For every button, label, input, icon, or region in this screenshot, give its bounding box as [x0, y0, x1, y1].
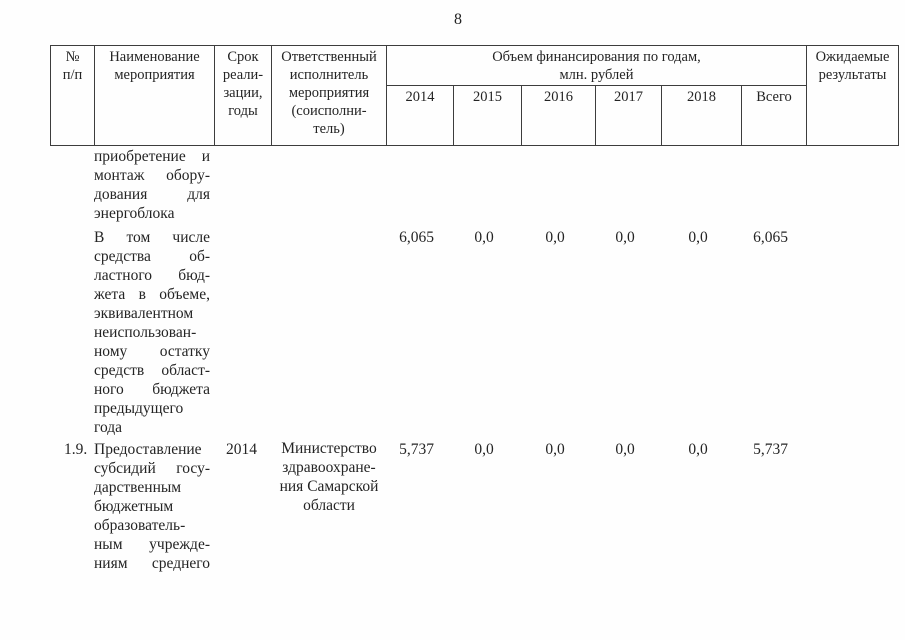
row-executor-line: здравоохране- — [282, 459, 376, 476]
value-cell-2017: 0,0 — [615, 229, 635, 246]
header-cell-name: Наименование мероприятия — [94, 46, 214, 145]
row-executor-line: Министерство — [281, 440, 377, 457]
row-name-line: ластного бюд- — [94, 267, 210, 284]
row-executor-line: ния Самарской — [279, 478, 379, 495]
row-name-line: эквивалентном — [94, 305, 194, 322]
row-name-line: ниям среднего — [94, 555, 210, 572]
table-row-continuation-name: приобретение и монтаж обору- дования для… — [94, 147, 210, 223]
row-name-line: энергоблока — [94, 205, 175, 222]
row-name-line: Предоставление — [94, 441, 202, 458]
value-cell-total: 6,065 — [753, 229, 788, 246]
row-executor-line: области — [303, 497, 355, 514]
row-name-line: жета в объеме, — [94, 286, 210, 303]
table-row-budget-name: В том числе средства об- ластного бюд- ж… — [94, 228, 210, 437]
header-financing-line: Объем финансирования по годам, — [492, 49, 701, 65]
header-results-line: результаты — [818, 67, 887, 83]
header-term-line: Срок — [227, 49, 259, 65]
header-cell-year-2014: 2014 — [386, 86, 453, 145]
value-cell-2015: 0,0 — [474, 441, 494, 458]
header-executor-line: (соисполни- — [291, 103, 367, 119]
row-executor: Министерство здравоохране- ния Самарской… — [270, 439, 388, 515]
header-cell-executor: Ответственный исполнитель мероприятия (с… — [271, 46, 386, 145]
header-cell-year-2017: 2017 — [595, 86, 661, 145]
value-cell-2018: 0,0 — [688, 441, 708, 458]
financing-table-header: № п/п Наименование мероприятия Срок реал… — [50, 45, 899, 146]
row-name-line: года — [94, 419, 123, 436]
header-cell-year-2016: 2016 — [521, 86, 595, 145]
table-row-1-9-values: 5,737 0,0 0,0 0,0 0,0 5,737 — [383, 440, 803, 459]
header-results-line: Ожидаемые — [815, 49, 890, 65]
row-name-line: ного бюджета — [94, 381, 210, 398]
row-name-line: образователь- — [94, 517, 186, 534]
header-cell-num: № п/п — [51, 46, 94, 145]
header-term-line: годы — [228, 103, 258, 119]
header-cell-year-2018: 2018 — [661, 86, 741, 145]
header-term-line: зации, — [223, 85, 263, 101]
header-name-line: Наименование — [109, 49, 200, 65]
header-executor-line: мероприятия — [288, 85, 370, 101]
row-name-line: предыдущего — [94, 400, 184, 417]
row-name-line: дарственным — [94, 479, 182, 496]
value-cell-2015: 0,0 — [474, 229, 494, 246]
row-name-line: ным учрежде- — [94, 536, 210, 553]
header-cell-year-2015: 2015 — [453, 86, 521, 145]
table-row-budget-values: 6,065 0,0 0,0 0,0 0,0 6,065 — [383, 228, 803, 247]
row-number: 1.9. — [64, 441, 88, 458]
row-name-line: монтаж обору- — [94, 167, 210, 184]
row-name-line: ному остатку — [94, 343, 210, 360]
value-cell-2014: 5,737 — [399, 441, 434, 458]
row-name-line: неиспользован- — [94, 324, 197, 341]
value-cell-2017: 0,0 — [615, 441, 635, 458]
row-name-line: дования для — [94, 186, 210, 203]
header-executor-line: Ответственный — [281, 49, 377, 65]
header-name-line: мероприятия — [114, 67, 195, 83]
page-number: 8 — [454, 11, 462, 28]
value-cell-2016: 0,0 — [545, 229, 565, 246]
row-name-line: бюджетным — [94, 498, 174, 515]
header-executor-line: исполнитель — [289, 67, 369, 83]
header-cell-financing: Объем финансирования по годам, млн. рубл… — [386, 46, 806, 86]
value-cell-total: 5,737 — [753, 441, 788, 458]
row-name-line: приобретение и — [94, 148, 210, 165]
row-term: 2014 — [226, 441, 257, 458]
header-cell-results: Ожидаемые результаты — [806, 46, 898, 145]
value-cell-2016: 0,0 — [545, 441, 565, 458]
value-cell-2018: 0,0 — [688, 229, 708, 246]
row-name-line: средств област- — [94, 362, 210, 379]
row-name-line: средства об- — [94, 248, 210, 265]
table-row-1-9-name: Предоставление субсидий госу- дарственны… — [94, 440, 210, 573]
header-term-line: реали- — [222, 67, 264, 83]
header-num-line: п/п — [62, 67, 83, 83]
header-executor-line: тель) — [313, 121, 345, 137]
value-cell-2014: 6,065 — [399, 229, 434, 246]
header-financing-line: млн. рублей — [559, 67, 634, 83]
header-num-line: № — [65, 49, 80, 65]
header-cell-term: Срок реали- зации, годы — [214, 46, 271, 145]
row-name-line: субсидий госу- — [94, 460, 210, 477]
row-name-line: В том числе — [94, 229, 210, 246]
header-cell-total: Всего — [741, 86, 806, 145]
